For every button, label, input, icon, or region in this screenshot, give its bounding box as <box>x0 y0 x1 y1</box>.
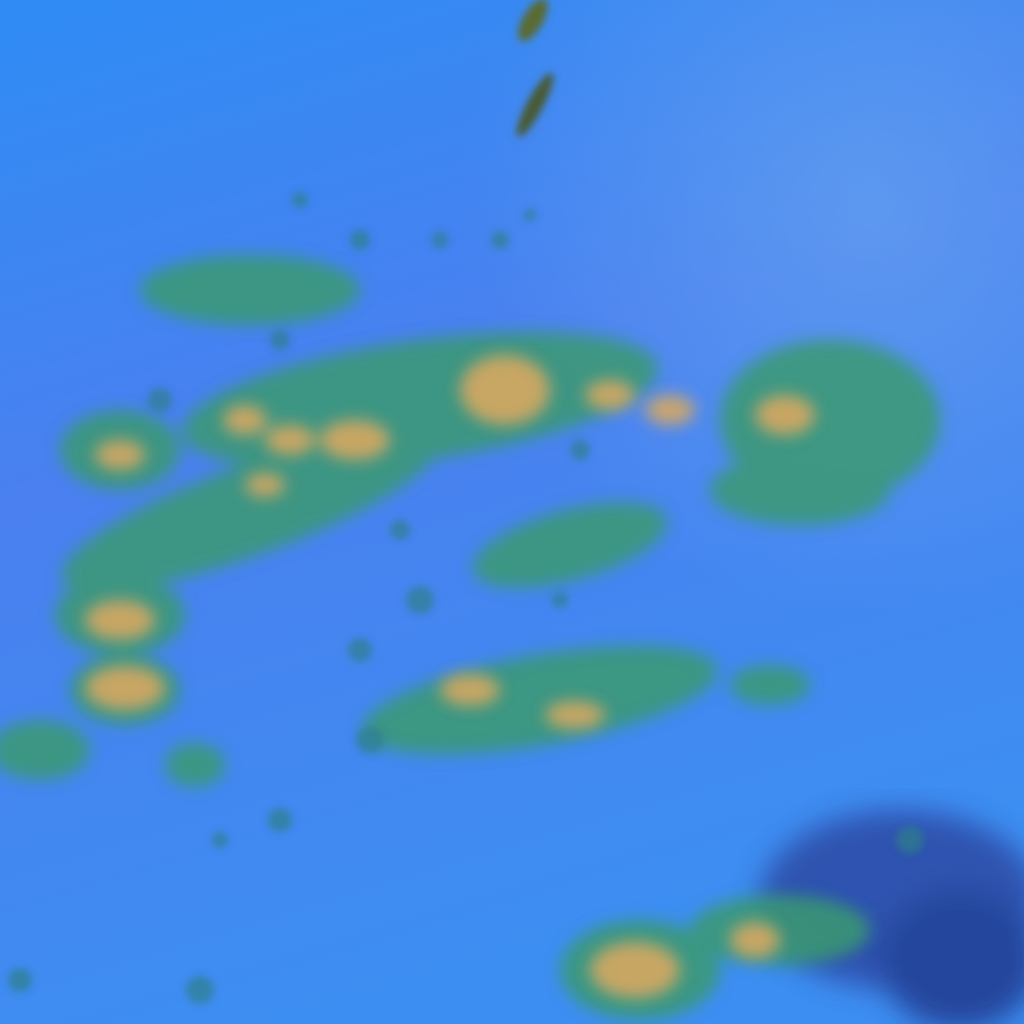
contrail-streaks <box>516 0 554 138</box>
cloud-field-cores <box>85 355 815 998</box>
scattered-cloud-fragments <box>8 192 924 1004</box>
